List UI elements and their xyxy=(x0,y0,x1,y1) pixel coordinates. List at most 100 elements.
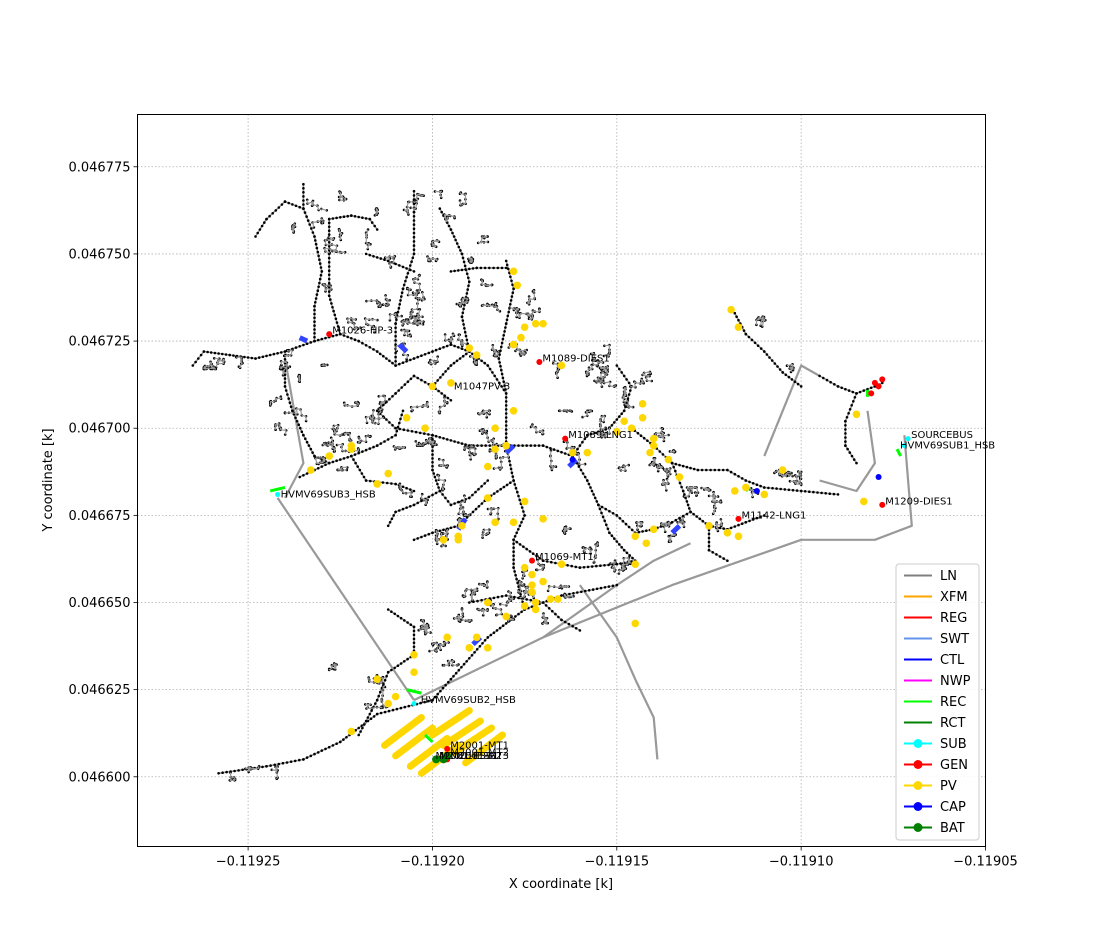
bus-node xyxy=(576,447,579,451)
bus-node xyxy=(395,429,399,433)
bus-node xyxy=(744,332,748,336)
bus-node xyxy=(427,433,430,436)
trunk-line xyxy=(763,364,821,457)
bus-node xyxy=(689,510,692,514)
bus-node xyxy=(503,330,506,333)
bus-node xyxy=(595,500,599,503)
line-segment xyxy=(366,229,369,236)
bus-node xyxy=(509,303,512,306)
bus-node xyxy=(289,405,293,409)
line-segment xyxy=(542,613,546,619)
line-segment xyxy=(513,308,516,311)
bus-node xyxy=(401,507,405,511)
bus-node xyxy=(287,201,291,205)
bus-node xyxy=(512,546,515,549)
bus-node xyxy=(518,498,521,502)
bus-node xyxy=(471,493,474,497)
bus-node xyxy=(700,468,704,472)
line-segment xyxy=(472,593,476,595)
pv-marker xyxy=(627,424,636,433)
line-segment xyxy=(494,350,497,357)
bus-node xyxy=(628,554,631,557)
bus-node xyxy=(474,490,477,494)
line-segment xyxy=(712,510,716,515)
bus-node xyxy=(636,431,640,435)
line-segment xyxy=(447,660,450,664)
line-segment xyxy=(627,406,630,408)
bus-node xyxy=(506,314,510,318)
line-segment xyxy=(346,318,349,323)
bus-node xyxy=(460,252,464,256)
bus-node xyxy=(383,440,386,443)
line-segment xyxy=(417,309,421,316)
legend-entry-label: CTL xyxy=(940,653,965,668)
line-segment xyxy=(489,449,493,452)
line-segment xyxy=(340,446,344,452)
bus-node xyxy=(342,334,346,337)
line-segment xyxy=(412,316,416,319)
line-segment xyxy=(541,564,544,569)
bus-node xyxy=(269,764,272,767)
bus-node xyxy=(690,491,694,494)
line-segment xyxy=(205,367,208,370)
line-segment xyxy=(487,529,490,534)
bus-node xyxy=(608,509,611,513)
x-tick-label: −0.11925 xyxy=(216,855,281,870)
line-segment xyxy=(600,382,603,387)
bus-node xyxy=(361,216,364,219)
bus-node xyxy=(314,239,317,242)
pv-marker xyxy=(509,340,518,349)
bus-node xyxy=(403,383,407,386)
bus-node xyxy=(500,368,503,372)
line-segment xyxy=(461,619,466,622)
pv-marker xyxy=(509,406,518,415)
pv-marker xyxy=(531,605,540,614)
gen-marker xyxy=(326,331,333,338)
bus-node xyxy=(642,436,646,440)
bus-node xyxy=(449,343,453,346)
line-segment xyxy=(351,317,356,320)
line-segment xyxy=(538,563,541,566)
bus-node xyxy=(243,355,246,359)
line-segment xyxy=(431,242,434,245)
line-segment xyxy=(339,232,343,236)
bus-node xyxy=(320,749,324,752)
bus-node xyxy=(277,206,281,209)
bus-node xyxy=(824,492,827,495)
line-segment xyxy=(493,507,499,510)
bus-node xyxy=(509,275,512,279)
bus-node xyxy=(627,381,631,385)
bus-node xyxy=(457,668,461,672)
bus-node xyxy=(394,330,397,334)
line-segment xyxy=(426,440,432,443)
line-segment xyxy=(657,465,659,472)
controller xyxy=(397,342,409,354)
bus-node xyxy=(311,231,315,234)
line-segment xyxy=(365,417,368,423)
bus-node xyxy=(299,426,302,430)
bus-node xyxy=(337,329,341,332)
line-segment xyxy=(314,458,318,464)
line-segment xyxy=(795,474,800,477)
line-segment xyxy=(357,440,362,443)
line-segment xyxy=(664,482,669,485)
line-segment xyxy=(531,315,534,320)
bus-node xyxy=(412,227,416,231)
bus-node xyxy=(505,483,509,487)
line-segment xyxy=(250,767,253,770)
bus-node xyxy=(556,449,560,453)
line-segment xyxy=(435,258,438,262)
bus-node xyxy=(737,318,740,322)
line-segment xyxy=(465,589,468,592)
y-tick-label: 0.046750 xyxy=(68,247,130,262)
line-segment xyxy=(662,434,669,437)
bus-node xyxy=(684,496,687,500)
bus-node xyxy=(257,356,261,359)
line-segment xyxy=(497,309,501,312)
bus-node xyxy=(287,397,291,400)
line-segment xyxy=(658,435,661,438)
bus-node xyxy=(438,347,442,351)
line-segment xyxy=(352,405,358,408)
bus-node xyxy=(529,444,533,447)
line-segment xyxy=(499,457,502,462)
